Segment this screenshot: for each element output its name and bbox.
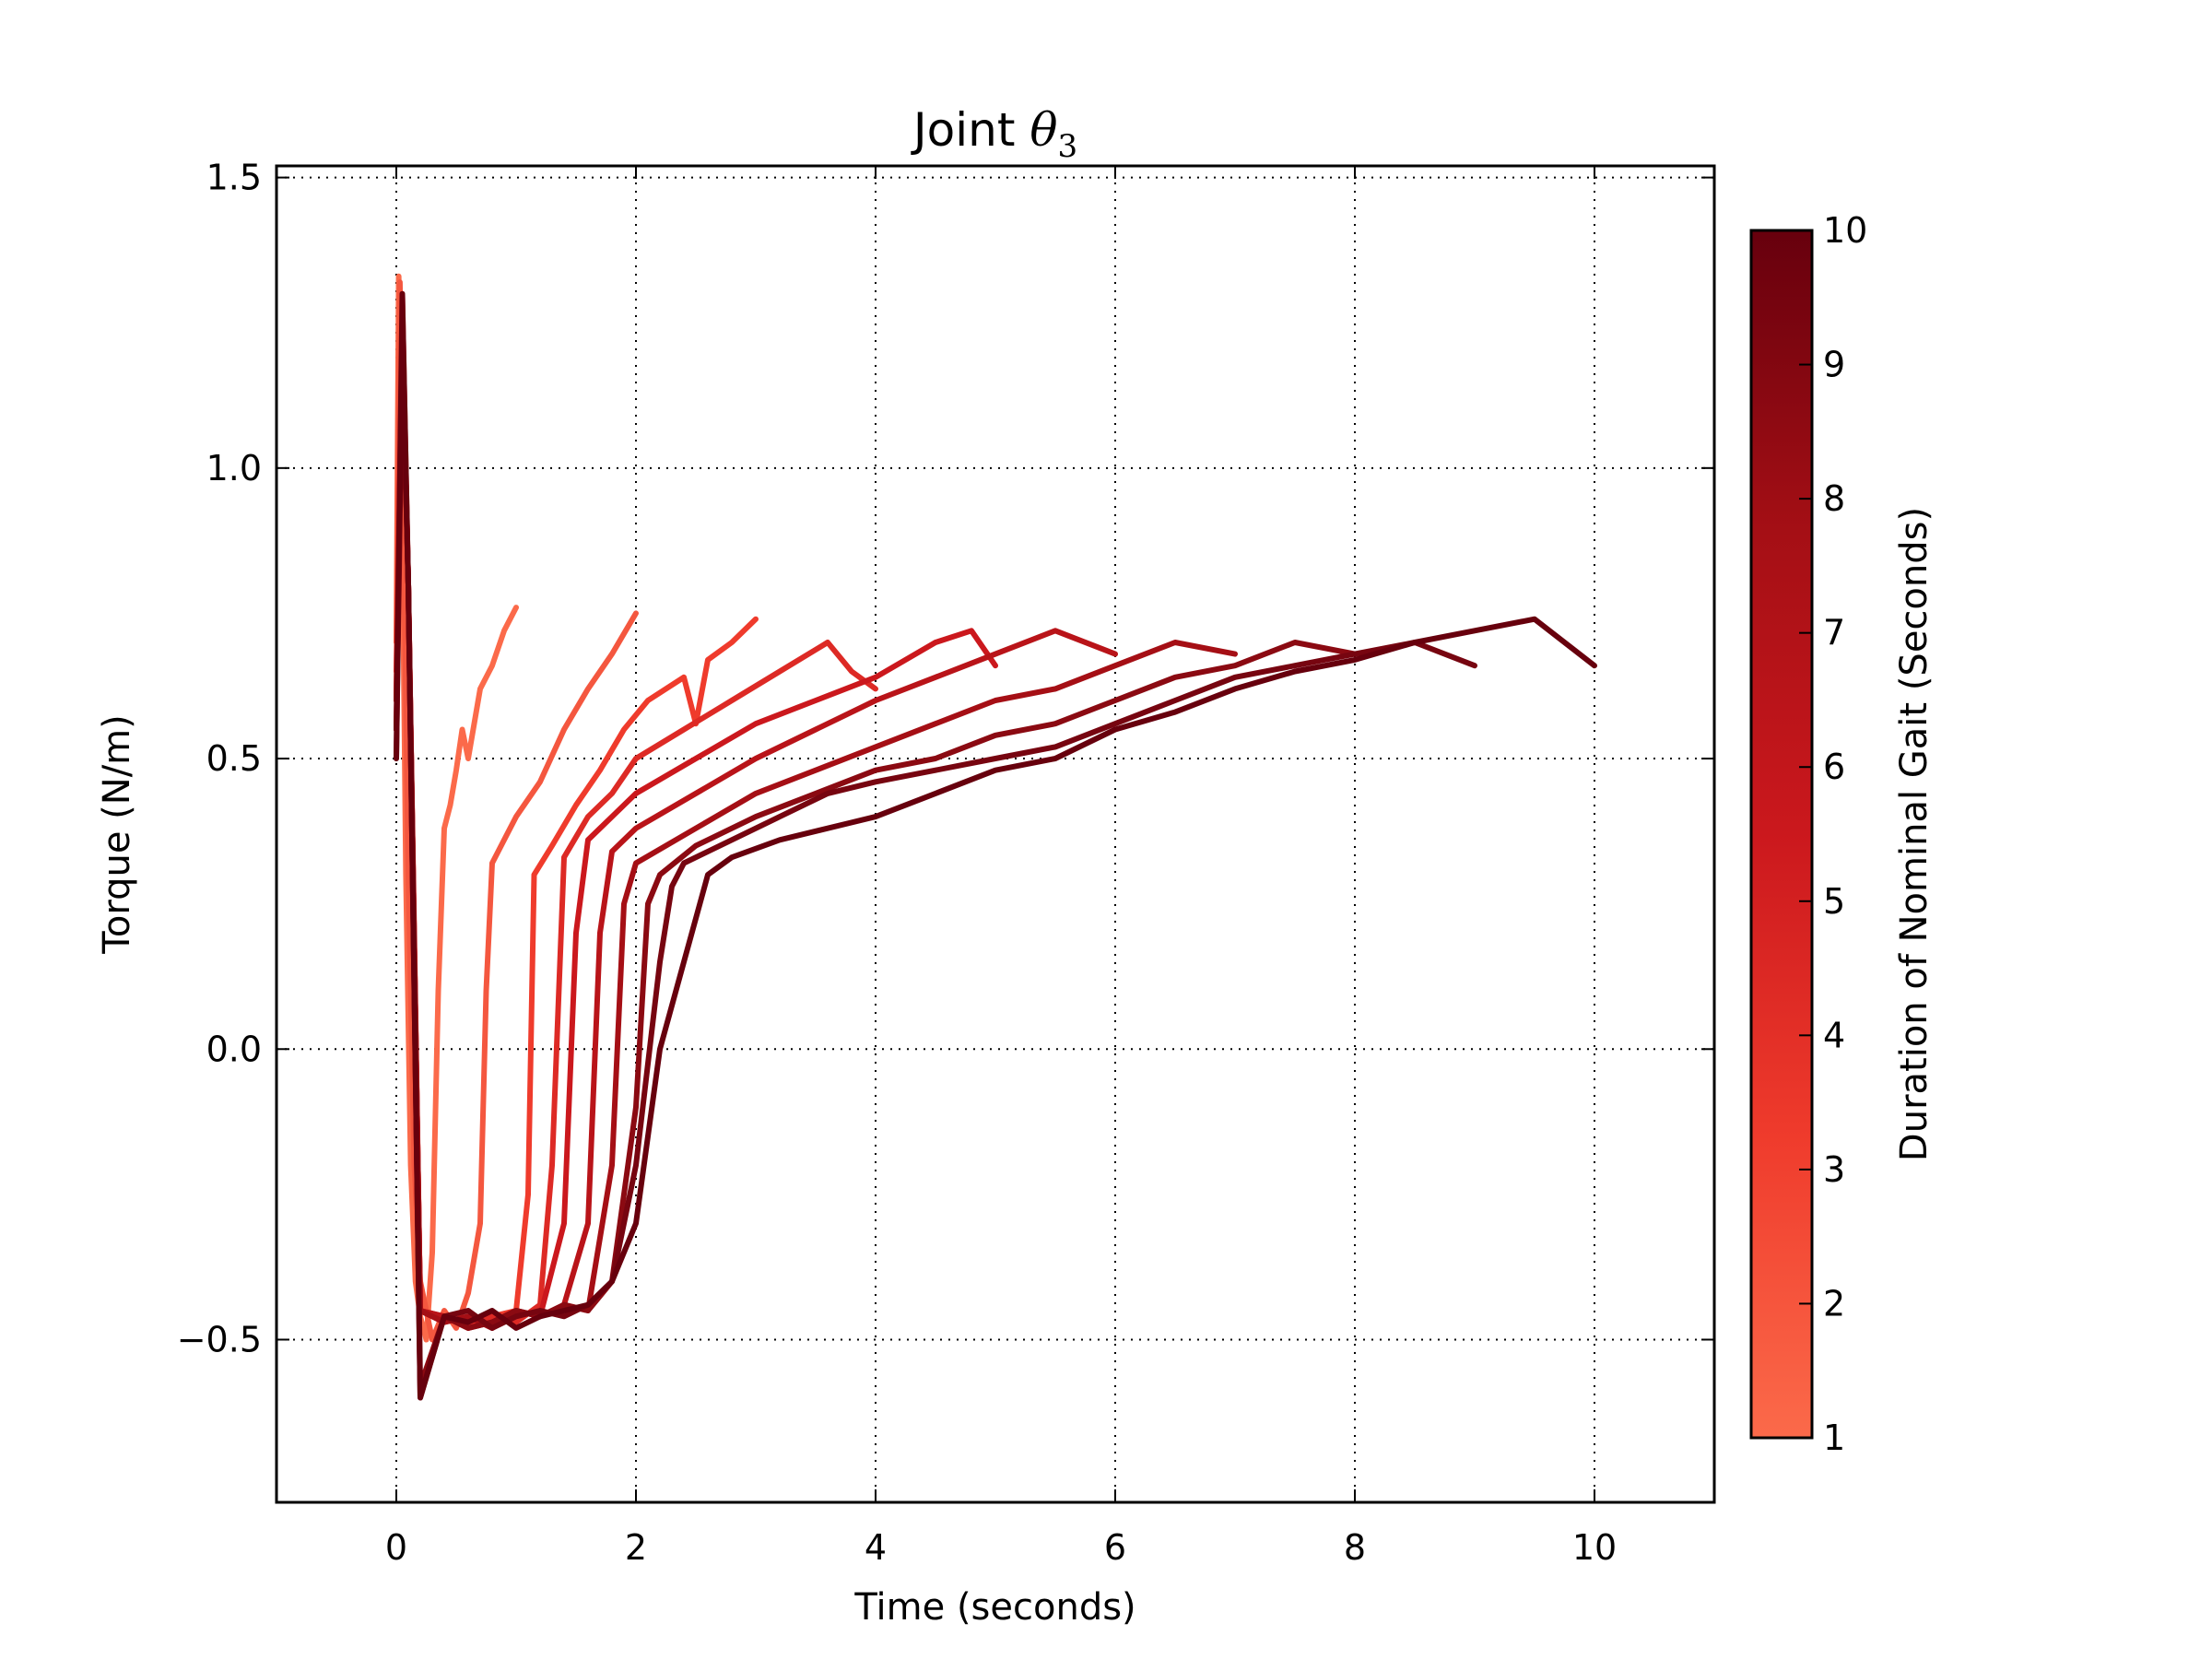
plot-background xyxy=(276,166,1714,1502)
colorbar-tick-label: 5 xyxy=(1823,881,1845,922)
series-line-duration-10 xyxy=(394,290,1597,1401)
x-tick-label: 6 xyxy=(1104,1527,1126,1568)
x-tick-label: 4 xyxy=(865,1527,887,1568)
colorbar-ticks: 1 2 3 4 5 6 7 8 9 10 xyxy=(1799,210,1867,1458)
series-line-duration-2 xyxy=(394,279,639,1343)
colorbar xyxy=(1749,229,1814,1440)
title-subscript: 3 xyxy=(1057,128,1077,165)
x-tick-label: 8 xyxy=(1344,1527,1366,1568)
series-line-duration-9 xyxy=(394,337,1477,1401)
y-tick-label: −0.5 xyxy=(177,1319,262,1359)
y-axis-label: Torque (N/m) xyxy=(96,714,138,955)
title-symbol: θ xyxy=(1030,103,1057,157)
colorbar-label: Duration of Nominal Gait (Seconds) xyxy=(1893,507,1936,1161)
title-text: Joint xyxy=(911,103,1016,157)
colorbar-tick-label: 1 xyxy=(1823,1418,1845,1458)
x-tick-label: 2 xyxy=(625,1527,647,1568)
colorbar-tick-label: 6 xyxy=(1823,747,1845,787)
data-series-group xyxy=(394,273,1597,1401)
x-tick-label: 10 xyxy=(1572,1527,1617,1568)
colorbar-tick-label: 9 xyxy=(1823,345,1845,385)
colorbar-tick-label: 7 xyxy=(1823,613,1845,653)
colorbar-tick-label: 4 xyxy=(1823,1015,1845,1055)
y-tick-label: 0.5 xyxy=(206,738,262,779)
x-axis-label: Time (seconds) xyxy=(853,1586,1135,1629)
y-tick-label: 1.5 xyxy=(206,158,262,198)
colorbar-tick-label: 3 xyxy=(1823,1149,1845,1190)
y-tick-label: 0.0 xyxy=(206,1029,262,1069)
plot-frame xyxy=(275,164,1716,1504)
x-tick-label: 0 xyxy=(385,1527,407,1568)
axis-ticks: 0 2 4 6 8 10 −0.5 0.0 0.5 1.0 1.5 xyxy=(177,158,1714,1568)
y-tick-label: 1.0 xyxy=(206,448,262,488)
colorbar-tick-label: 2 xyxy=(1823,1283,1845,1324)
colorbar-tick-label: 10 xyxy=(1823,210,1867,251)
chart-title: Joint θ3 xyxy=(911,103,1077,165)
colorbar-tick-label: 8 xyxy=(1823,478,1845,519)
